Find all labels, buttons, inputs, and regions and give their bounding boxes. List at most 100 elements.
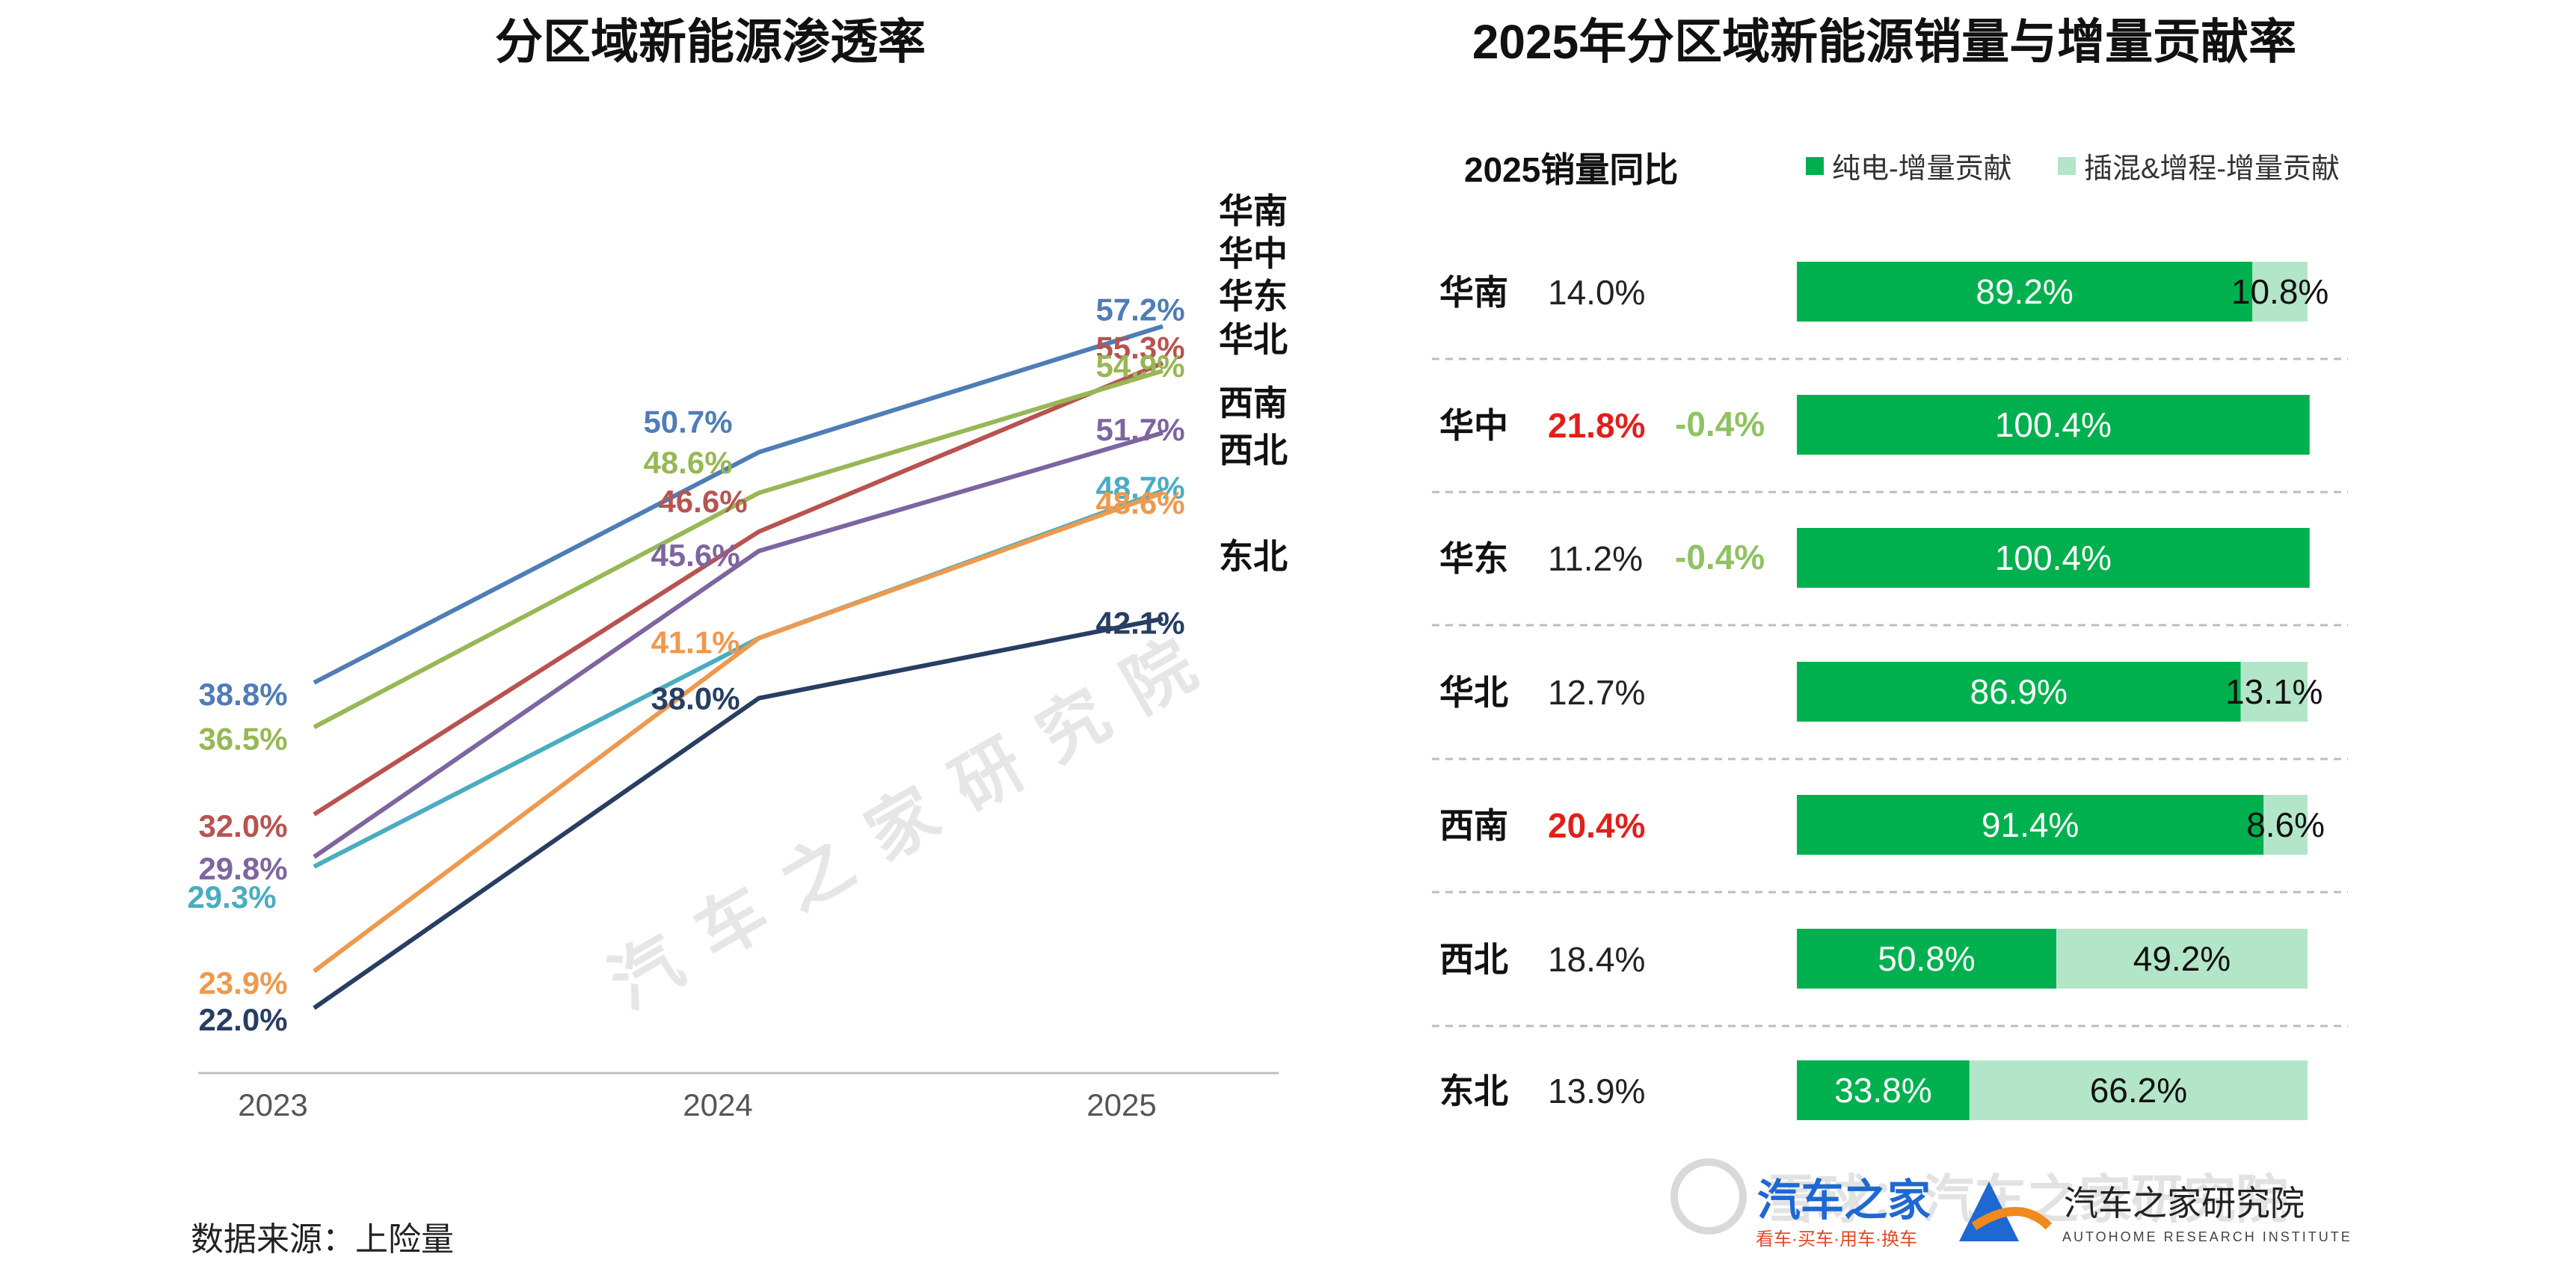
bar-segment-phev <box>2263 795 2308 855</box>
x-axis-ticks: 2023 2024 2025 <box>238 1087 1156 1122</box>
region-legend-label: 东北 <box>1219 537 1288 576</box>
region-legend-label: 华中 <box>1219 234 1288 273</box>
bar-segment-bev <box>1797 929 2056 989</box>
point-label: 45.6% <box>651 538 740 573</box>
row-region-label: 华北 <box>1439 673 1508 712</box>
point-label: 42.1% <box>1095 605 1184 640</box>
x-tick-label: 2024 <box>683 1087 752 1122</box>
series-line-西北 <box>313 491 1164 974</box>
legend-swatch-bev <box>1806 157 1824 175</box>
bar-segment-bev <box>1797 395 2310 455</box>
corner-circle-icon <box>1670 1158 1747 1235</box>
autohome-tagline: 看车·买车·用车·换车 <box>1756 1229 1917 1250</box>
data-source-note: 数据来源：上险量 <box>191 1221 454 1258</box>
region-legend-label: 华北 <box>1219 320 1288 359</box>
region-legend-label: 华南 <box>1219 191 1288 230</box>
row-yoy-value: 14.0% <box>1548 273 1645 312</box>
bar-label-phev: 13.1% <box>2225 672 2323 711</box>
series-line-华北 <box>313 430 1163 859</box>
legend-label-bev: 纯电-增量贡献 <box>1832 153 2012 185</box>
bar-segment-bev <box>1797 528 2310 588</box>
legend-swatch-phev <box>2058 157 2076 175</box>
row-yoy-value: 18.4% <box>1548 940 1645 979</box>
bar-label-bev: 33.8% <box>1834 1071 1931 1110</box>
series-line-华东 <box>313 369 1163 730</box>
point-label: 38.8% <box>198 677 287 712</box>
point-label: 29.8% <box>198 851 287 886</box>
point-label: 41.1% <box>651 624 740 660</box>
bar-segment-phev <box>1969 1060 2308 1120</box>
x-tick-label: 2023 <box>238 1087 307 1122</box>
autohome-logo: 雪球：汽车之家研究院 汽车之家 看车·买车·用车·换车 汽车之家研究院 AUTO… <box>1670 1158 2352 1250</box>
bar-label-bev: 50.8% <box>1878 939 1975 978</box>
bar-segment-phev <box>2252 262 2308 322</box>
region-legend-label: 西北 <box>1219 431 1288 470</box>
row-yoy-value: 13.9% <box>1548 1072 1645 1110</box>
bar-segment-phev <box>2240 662 2308 722</box>
point-label: 48.7% <box>1095 470 1184 505</box>
row-negative-contribution: -0.4% <box>1675 538 1765 577</box>
bar-chart: 2025销量同比 纯电-增量贡献 插混&增程-增量贡献 华南 14.0% 89.2%… <box>1432 150 2348 1120</box>
line-series-group <box>313 324 1164 1010</box>
row-yoy-value: 11.2% <box>1548 539 1643 578</box>
bar-row: 华北 12.7% 86.9% 13.1% <box>1432 662 2348 761</box>
point-label: 51.7% <box>1095 412 1184 447</box>
corner-watermark: 雪球：汽车之家研究院 <box>1765 1170 2288 1229</box>
row-yoy-value: 12.7% <box>1548 673 1645 712</box>
point-label: 48.6% <box>643 445 732 480</box>
institute-name-en: AUTOHOME RESEARCH INSTITUTE <box>2062 1229 2352 1244</box>
bar-label-bev: 86.9% <box>1970 672 2068 711</box>
bar-row: 西北 18.4% 50.8% 49.2% <box>1432 929 2348 1027</box>
row-yoy-value: 20.4% <box>1548 806 1645 845</box>
point-label: 46.6% <box>658 484 747 519</box>
point-label: 38.0% <box>651 681 740 716</box>
point-label: 54.9% <box>1095 348 1184 384</box>
row-region-label: 西北 <box>1439 940 1508 979</box>
bar-row: 华中 21.8% -0.4% 100.4% <box>1432 395 2348 494</box>
bar-segment-bev <box>1797 662 2241 722</box>
institute-name: 汽车之家研究院 <box>2064 1184 2305 1223</box>
row-region-label: 华中 <box>1439 406 1508 445</box>
point-label: 22.0% <box>198 1002 287 1037</box>
point-label: 32.0% <box>198 808 287 844</box>
yoy-column-header: 2025销量同比 <box>1464 150 1678 189</box>
bar-row: 华南 14.0% 89.2% 10.8% <box>1432 262 2348 360</box>
bar-row: 华东 11.2% -0.4% 100.4% <box>1432 528 2348 627</box>
bar-row: 西南 20.4% 91.4% 8.6% <box>1432 795 2348 894</box>
bar-label-bev: 91.4% <box>1982 805 2079 844</box>
point-label: 23.9% <box>198 965 287 1001</box>
row-negative-contribution: -0.4% <box>1675 405 1765 443</box>
bar-rows: 华南 14.0% 89.2% 10.8% 华中 21.8% -0.4% 100.4% 华东 11.… <box>1432 262 2348 1120</box>
row-yoy-value: 21.8% <box>1548 406 1645 445</box>
point-labels-group: 38.8% 50.7% 57.2% 32.0% 46.6% 55.3% 36.5% 48.6%… <box>187 292 1184 1037</box>
bar-segment-bev <box>1797 795 2264 855</box>
bar-row: 东北 13.9% 33.8% 66.2% <box>1439 1060 2308 1120</box>
bar-label-phev: 10.8% <box>2231 272 2328 311</box>
point-label: 57.2% <box>1095 292 1184 327</box>
point-label: 29.3% <box>187 879 276 915</box>
bar-label-bev: 100.4% <box>1995 538 2112 577</box>
bar-segment-phev <box>2056 929 2308 989</box>
line-chart: 2023 2024 2025 38.8% 50.7% 57.2% 32.0% 46.6% 55… <box>187 191 1288 1122</box>
bar-label-bev: 89.2% <box>1976 272 2073 311</box>
bar-segment-bev <box>1797 262 2253 322</box>
row-region-label: 华南 <box>1439 273 1508 312</box>
row-region-label: 西南 <box>1439 806 1508 845</box>
bar-label-phev: 66.2% <box>2090 1071 2187 1110</box>
series-line-东北 <box>313 616 1163 1010</box>
autohome-brand-text: 汽车之家 <box>1757 1176 1931 1225</box>
point-label: 36.5% <box>198 721 287 756</box>
point-label: 50.7% <box>643 405 732 440</box>
row-region-label: 华东 <box>1439 539 1508 578</box>
bar-segment-bev <box>1797 1060 1970 1120</box>
point-label: 55.3% <box>1095 331 1184 366</box>
series-line-华中 <box>313 360 1164 817</box>
region-legend-label: 西南 <box>1219 384 1288 423</box>
point-label: 48.6% <box>1095 485 1184 520</box>
institute-logo-swoosh <box>1971 1207 2053 1231</box>
region-legend-label: 华东 <box>1219 277 1288 316</box>
bar-chart-title: 2025年分区域新能源销量与增量贡献率 <box>1472 15 2296 69</box>
x-tick-label: 2025 <box>1086 1087 1156 1122</box>
